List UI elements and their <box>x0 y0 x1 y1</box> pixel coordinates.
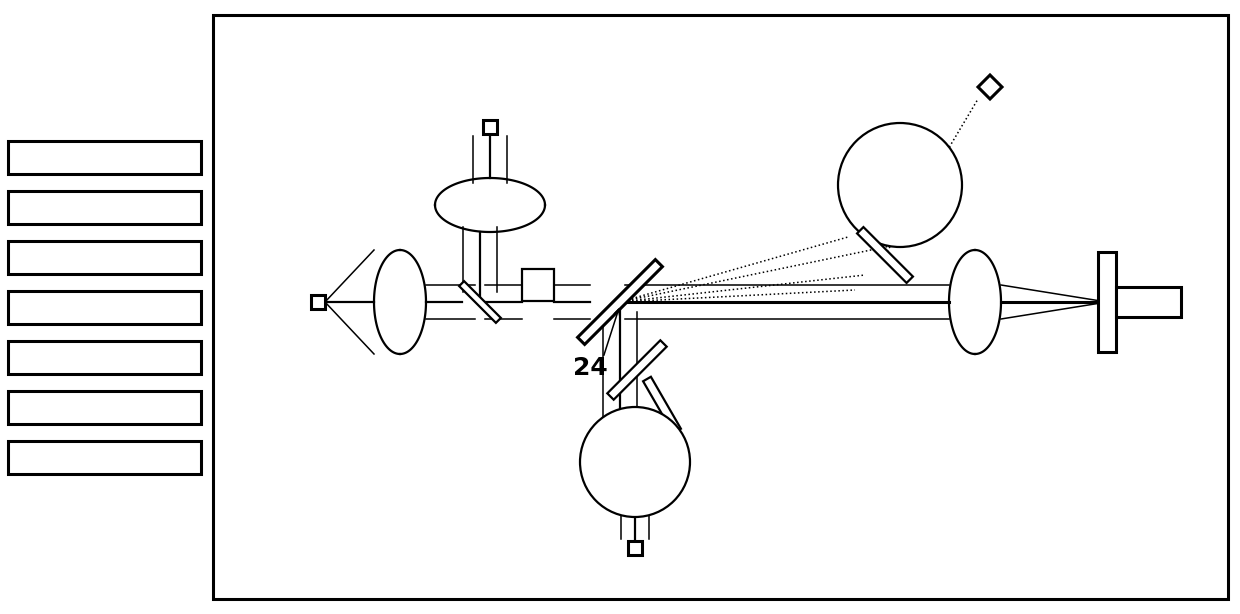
Circle shape <box>580 407 689 517</box>
Bar <box>7 341 201 373</box>
Bar <box>7 440 201 473</box>
Polygon shape <box>608 340 667 400</box>
Bar <box>1116 287 1180 317</box>
Bar <box>7 241 201 273</box>
Bar <box>522 269 554 301</box>
Polygon shape <box>644 377 681 433</box>
Bar <box>7 391 201 424</box>
Bar <box>7 190 201 223</box>
Polygon shape <box>857 227 913 283</box>
Bar <box>7 141 201 174</box>
Bar <box>213 15 1228 599</box>
Bar <box>311 295 325 309</box>
Bar <box>1097 252 1116 352</box>
Bar <box>627 541 642 555</box>
Polygon shape <box>578 260 662 344</box>
Circle shape <box>838 123 962 247</box>
Text: 24: 24 <box>573 356 608 380</box>
Bar <box>7 290 201 324</box>
Polygon shape <box>978 75 1002 99</box>
Polygon shape <box>459 281 501 323</box>
Bar <box>484 120 497 134</box>
